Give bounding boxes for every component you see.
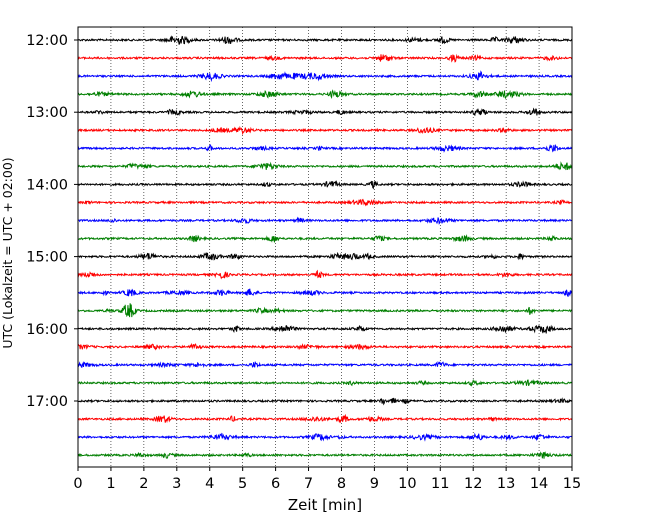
trace-1645 [77, 378, 573, 387]
plot-frame [77, 26, 573, 468]
trace-1715 [77, 413, 573, 424]
trace-1500 [77, 251, 573, 261]
trace-1700 [77, 397, 573, 406]
trace-1630 [77, 360, 573, 369]
x-axis-ticks: 0 1 2 3 4 5 6 7 8 9 10 11 12 13 14 15 [73, 467, 581, 492]
trace-1530 [77, 288, 573, 297]
trace-1330 [77, 143, 573, 153]
trace-1545 [77, 303, 573, 318]
trace-1230 [77, 70, 573, 83]
y-tick-label: 17:00 [26, 394, 68, 410]
y-tick-label: 15:00 [26, 250, 68, 266]
trace-1615 [77, 342, 573, 351]
trace-1415 [77, 198, 573, 207]
trace-1745 [77, 451, 573, 459]
trace-1315 [77, 125, 573, 136]
x-tick-label: 15 [563, 476, 581, 492]
x-tick-label: 8 [337, 476, 346, 492]
y-axis-ticks: 12:00 13:00 14:00 15:00 16:00 17:00 [26, 33, 78, 410]
trace-1400 [77, 180, 573, 190]
x-tick-label: 4 [205, 476, 214, 492]
x-tick-label: 0 [73, 476, 82, 492]
x-axis-label: Zeit [min] [288, 496, 362, 514]
grid-lines [110, 27, 540, 467]
trace-1215 [77, 53, 573, 63]
trace-1345 [77, 161, 573, 171]
trace-1515 [77, 269, 573, 280]
y-tick-label: 13:00 [26, 105, 68, 121]
x-tick-label: 6 [271, 476, 280, 492]
x-tick-label: 9 [370, 476, 379, 492]
x-tick-label: 13 [497, 476, 515, 492]
trace-1445 [77, 234, 573, 243]
x-tick-label: 11 [431, 476, 449, 492]
trace-1245 [77, 89, 573, 100]
y-tick-label: 16:00 [26, 322, 68, 338]
x-tick-label: 10 [398, 476, 416, 492]
x-tick-label: 5 [238, 476, 247, 492]
trace-series-group [77, 35, 573, 459]
y-tick-label: 14:00 [26, 177, 68, 193]
trace-1200 [77, 35, 573, 45]
trace-1300 [77, 107, 573, 117]
trace-1730 [77, 432, 573, 442]
x-tick-label: 12 [464, 476, 482, 492]
trace-1600 [77, 324, 573, 334]
x-tick-label: 1 [106, 476, 115, 492]
y-axis-label: UTC (Lokalzeit = UTC + 02:00) [0, 157, 15, 348]
x-tick-label: 3 [172, 476, 181, 492]
trace-1430 [77, 216, 573, 225]
y-tick-label: 12:00 [26, 33, 68, 49]
x-tick-label: 7 [304, 476, 313, 492]
x-tick-label: 2 [139, 476, 148, 492]
x-tick-label: 14 [530, 476, 548, 492]
